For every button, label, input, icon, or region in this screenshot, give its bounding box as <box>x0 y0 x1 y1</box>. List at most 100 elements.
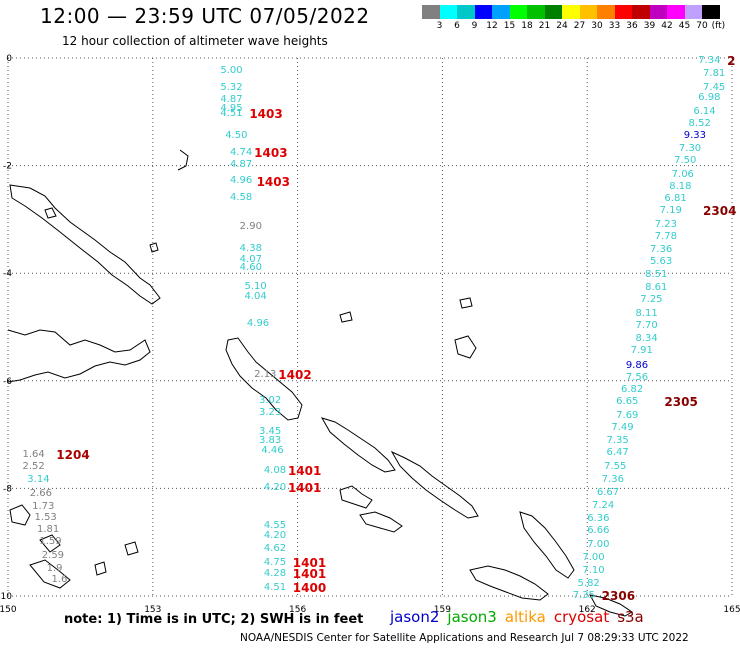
legend-swatch <box>684 5 702 19</box>
pass-time-label: 1403 <box>254 146 288 161</box>
legend-tick-label: 12 <box>486 21 498 31</box>
mission-jason3: jason3 <box>447 608 497 626</box>
legend-tick-label: 33 <box>608 21 621 31</box>
wave-height-value: 1.9 <box>46 563 63 575</box>
lon-tick-label: 153 <box>144 605 161 615</box>
wave-height-value: 8.61 <box>645 281 668 293</box>
pass-time-label: 2306 <box>601 589 636 603</box>
pass-time-label: 2305 <box>664 395 698 410</box>
wave-height-value: 5.10 <box>244 280 267 292</box>
legend-tick-label: 9 <box>471 21 478 31</box>
wave-height-value: 4.50 <box>225 130 248 141</box>
wave-height-value: 4.28 <box>263 568 287 580</box>
legend-tick-label: 30 <box>591 21 603 31</box>
pass-time-label: 1401 <box>287 481 322 496</box>
legend-tick-label: 21 <box>538 21 551 31</box>
legend-unit: (ft) <box>711 21 726 31</box>
legend-swatch <box>457 5 475 19</box>
wave-height-value: 2.66 <box>29 487 52 499</box>
wave-height-value: 7.30 <box>678 143 702 155</box>
wave-height-value: 4.07 <box>239 253 262 265</box>
wave-height-value: 4.51 <box>263 581 287 593</box>
color-scale-legend <box>422 5 720 19</box>
legend-tick-label: 36 <box>626 21 638 31</box>
wave-height-value: 7.10 <box>582 564 605 576</box>
wave-height-value: 1.73 <box>32 501 55 513</box>
wave-height-value: 2.90 <box>239 221 262 233</box>
footnote: note: 1) Time is in UTC; 2) SWH is in fe… <box>64 612 364 627</box>
guadalcanal-coast <box>469 565 549 601</box>
wave-height-value: 8.52 <box>688 117 711 129</box>
legend-swatch <box>562 5 580 19</box>
lon-tick-label: 165 <box>723 605 740 615</box>
wave-height-value: 6.65 <box>616 396 639 408</box>
legend-swatch <box>474 5 492 19</box>
credit-line: NOAA/NESDIS Center for Satellite Applica… <box>240 632 689 644</box>
wave-height-value: 6.81 <box>664 192 687 204</box>
wave-height-value: 7.25 <box>640 294 663 306</box>
wave-height-value: 1.81 <box>36 524 60 536</box>
wave-height-value: 7.23 <box>654 218 678 230</box>
pass-time-label: 1403 <box>249 107 283 122</box>
lat-tick-label: -6 <box>3 377 12 387</box>
wave-height-value: 6.14 <box>693 105 716 117</box>
lon-tick-label: 162 <box>579 605 596 615</box>
pass-time-label: 1401 <box>292 567 327 582</box>
legend-swatch <box>579 5 597 19</box>
wave-height-value: 8.18 <box>669 181 692 193</box>
wave-height-value: 4.08 <box>263 465 287 477</box>
wave-height-value: 7.35 <box>606 435 629 447</box>
legend-swatch <box>439 5 457 19</box>
wave-height-value: 4.96 <box>246 318 270 330</box>
wave-height-value: 1.6 <box>51 573 68 585</box>
wave-height-value: 5.82 <box>577 577 600 589</box>
pass-time-label: 1401 <box>292 555 327 570</box>
legend-tick-label: 27 <box>573 21 586 31</box>
wave-height-value: 4.04 <box>244 291 267 303</box>
new-georgia-coast <box>339 485 403 533</box>
legend-swatch <box>544 5 562 19</box>
wave-height-value: 1.59 <box>39 536 62 548</box>
legend-swatch <box>597 5 615 19</box>
wave-height-value: 7.00 <box>582 552 605 564</box>
legend-swatch <box>509 5 527 19</box>
lat-tick-label: -2 <box>3 162 12 172</box>
wave-height-value: 7.36 <box>649 244 673 256</box>
pass-time-label: 1402 <box>278 368 312 383</box>
d-entrecasteaux-coast <box>9 504 71 589</box>
wave-height-value: 2.52 <box>22 460 45 472</box>
mission-s3a: s3a <box>617 608 644 626</box>
lat-lon-grid: 150 153 156 159 162 165 0 -2 -4 -6 -8 -10 <box>0 54 740 615</box>
lon-tick-label: 159 <box>434 605 451 615</box>
legend-tick-label: 15 <box>503 21 516 31</box>
mission-jason2: jason2 <box>390 608 440 626</box>
wave-height-value: 6.66 <box>587 525 610 537</box>
wave-height-value: 5.00 <box>220 65 243 77</box>
legend-tick-label: 3 <box>436 21 443 31</box>
bougainville-coast <box>225 337 303 421</box>
wave-height-value: 9.33 <box>683 130 706 141</box>
wave-height-value: 5.32 <box>220 81 243 93</box>
pass-time-label: 1403 <box>256 174 290 189</box>
legend-swatch <box>492 5 510 19</box>
wave-height-value: 3.83 <box>258 435 282 447</box>
wave-height-value: 8.34 <box>635 333 658 345</box>
wave-height-value: 1.53 <box>34 511 57 523</box>
wave-height-value: 9.86 <box>625 359 649 371</box>
wave-height-value: 7.49 <box>611 422 634 434</box>
wave-height-value: 4.58 <box>230 191 253 203</box>
mission-altika: altika <box>504 608 546 626</box>
wave-height-value: 5.63 <box>649 256 673 268</box>
lat-tick-label: -10 <box>0 592 12 602</box>
wave-height-value: 1.64 <box>22 449 45 461</box>
new-britain-coast <box>7 329 151 383</box>
wave-height-value: 6.67 <box>596 486 620 498</box>
legend-tick-label: 18 <box>521 21 533 31</box>
legend-swatch <box>649 5 667 19</box>
legend-tick-label: 6 <box>454 21 460 31</box>
lat-tick-label: -8 <box>3 484 12 494</box>
wave-height-value: 7.19 <box>659 205 682 217</box>
misc-islands <box>44 149 477 576</box>
wave-height-value: 7.45 <box>703 81 726 93</box>
